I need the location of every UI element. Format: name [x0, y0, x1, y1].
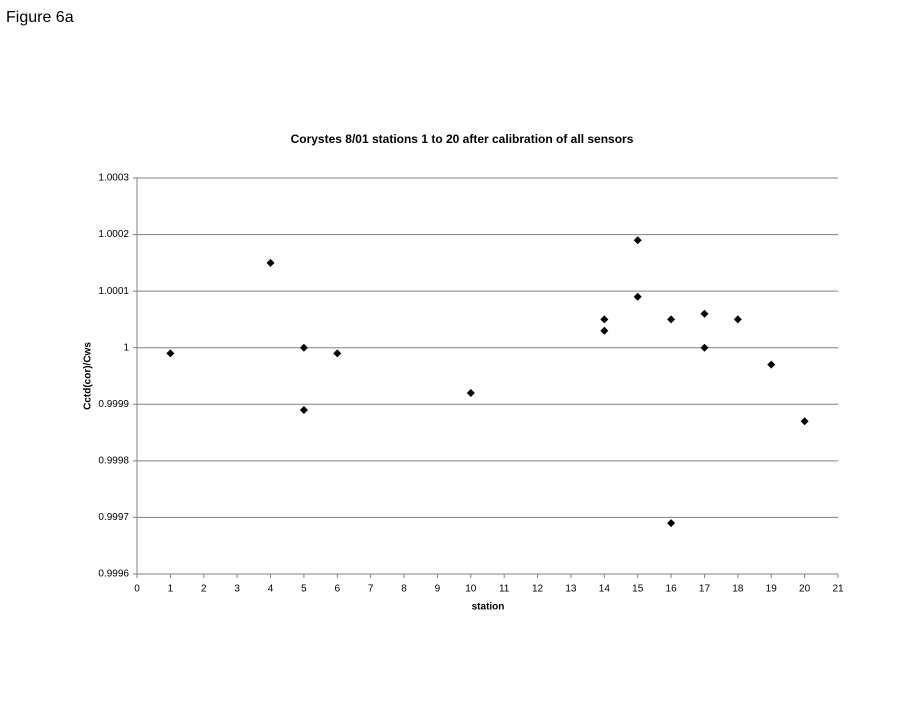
- marker: [633, 292, 642, 301]
- x-tick-label: 18: [732, 584, 744, 595]
- x-tick-label: 14: [599, 584, 611, 595]
- x-tick-label: 3: [234, 584, 240, 595]
- x-tick-label: 6: [335, 584, 341, 595]
- x-tick-label: 9: [435, 584, 441, 595]
- x-tick-label: 2: [201, 584, 207, 595]
- y-tick-label: 0.9998: [98, 455, 129, 466]
- x-tick-label: 11: [499, 584, 510, 595]
- x-tick-label: 13: [565, 584, 577, 595]
- x-tick-label: 5: [301, 584, 307, 595]
- x-tick-label: 21: [832, 584, 844, 595]
- chart-title: Corystes 8/01 stations 1 to 20 after cal…: [291, 132, 634, 146]
- y-tick-label: 0.9996: [98, 569, 129, 580]
- y-axis-label: Cctd(cor)/Cws: [83, 342, 94, 410]
- marker: [700, 309, 709, 318]
- y-tick-label: 1.0002: [98, 229, 129, 240]
- y-tick-label: 1.0003: [98, 173, 129, 184]
- y-tick-label: 1.0001: [98, 286, 129, 297]
- marker: [299, 343, 308, 352]
- marker: [767, 360, 776, 369]
- figure-label: Figure 6a: [6, 9, 74, 26]
- x-tick-label: 19: [766, 584, 778, 595]
- x-tick-label: 7: [368, 584, 374, 595]
- marker: [667, 315, 676, 324]
- marker: [600, 326, 609, 335]
- marker: [733, 315, 742, 324]
- x-tick-label: 10: [465, 584, 477, 595]
- x-axis-label: station: [472, 602, 505, 613]
- marker: [633, 236, 642, 245]
- x-tick-label: 1: [168, 584, 174, 595]
- marker: [166, 349, 175, 358]
- x-tick-label: 16: [666, 584, 678, 595]
- marker: [667, 519, 676, 528]
- marker: [333, 349, 342, 358]
- marker: [600, 315, 609, 324]
- marker: [266, 258, 275, 267]
- marker: [299, 405, 308, 414]
- y-tick-label: 0.9999: [98, 399, 129, 410]
- x-tick-label: 12: [532, 584, 544, 595]
- marker: [800, 417, 809, 426]
- x-tick-label: 20: [799, 584, 811, 595]
- x-tick-label: 8: [401, 584, 407, 595]
- y-tick-label: 1: [123, 342, 129, 353]
- marker: [466, 388, 475, 397]
- y-tick-label: 0.9997: [98, 512, 129, 523]
- x-tick-label: 17: [699, 584, 711, 595]
- marker: [700, 343, 709, 352]
- x-tick-label: 0: [134, 584, 140, 595]
- x-tick-label: 15: [632, 584, 644, 595]
- x-tick-label: 4: [268, 584, 274, 595]
